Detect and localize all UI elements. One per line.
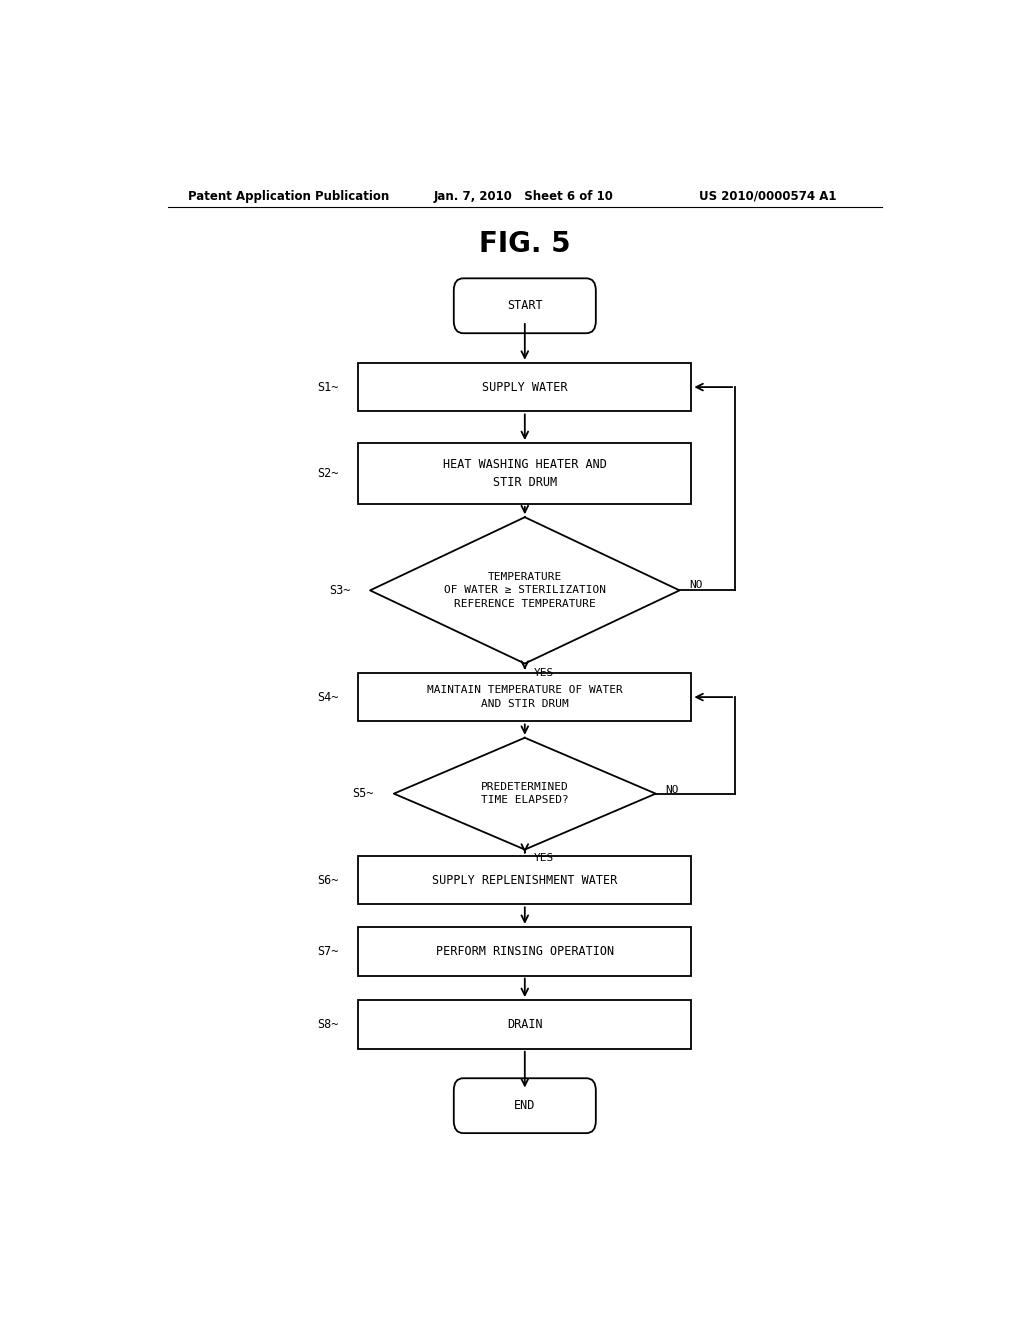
FancyBboxPatch shape xyxy=(358,855,691,904)
Text: START: START xyxy=(507,300,543,313)
Text: S2~: S2~ xyxy=(317,467,338,480)
FancyBboxPatch shape xyxy=(358,363,691,412)
Text: PREDETERMINED
TIME ELAPSED?: PREDETERMINED TIME ELAPSED? xyxy=(481,781,568,805)
Text: DRAIN: DRAIN xyxy=(507,1018,543,1031)
FancyBboxPatch shape xyxy=(358,927,691,975)
Text: S6~: S6~ xyxy=(317,874,338,887)
Text: SUPPLY WATER: SUPPLY WATER xyxy=(482,380,567,393)
Text: S7~: S7~ xyxy=(317,945,338,958)
Text: Jan. 7, 2010   Sheet 6 of 10: Jan. 7, 2010 Sheet 6 of 10 xyxy=(433,190,613,202)
FancyBboxPatch shape xyxy=(454,1078,596,1133)
Text: S3~: S3~ xyxy=(329,583,350,597)
Text: YES: YES xyxy=(535,853,555,862)
Text: Patent Application Publication: Patent Application Publication xyxy=(187,190,389,202)
Text: MAINTAIN TEMPERATURE OF WATER
AND STIR DRUM: MAINTAIN TEMPERATURE OF WATER AND STIR D… xyxy=(427,685,623,709)
FancyBboxPatch shape xyxy=(358,1001,691,1049)
Text: S5~: S5~ xyxy=(352,787,374,800)
Text: US 2010/0000574 A1: US 2010/0000574 A1 xyxy=(699,190,837,202)
Text: SUPPLY REPLENISHMENT WATER: SUPPLY REPLENISHMENT WATER xyxy=(432,874,617,887)
Text: NO: NO xyxy=(666,784,679,795)
FancyBboxPatch shape xyxy=(358,444,691,504)
Text: END: END xyxy=(514,1100,536,1113)
Text: FIG. 5: FIG. 5 xyxy=(479,230,570,257)
Text: TEMPERATURE
OF WATER ≥ STERILIZATION
REFERENCE TEMPERATURE: TEMPERATURE OF WATER ≥ STERILIZATION REF… xyxy=(443,572,606,609)
FancyBboxPatch shape xyxy=(454,279,596,333)
Text: NO: NO xyxy=(689,581,702,590)
Text: HEAT WASHING HEATER AND
STIR DRUM: HEAT WASHING HEATER AND STIR DRUM xyxy=(442,458,607,488)
Polygon shape xyxy=(394,738,655,850)
Polygon shape xyxy=(370,517,680,664)
Text: S1~: S1~ xyxy=(317,380,338,393)
Text: S4~: S4~ xyxy=(317,690,338,704)
FancyBboxPatch shape xyxy=(358,673,691,722)
Text: S8~: S8~ xyxy=(317,1018,338,1031)
Text: PERFORM RINSING OPERATION: PERFORM RINSING OPERATION xyxy=(436,945,613,958)
Text: YES: YES xyxy=(535,668,555,677)
